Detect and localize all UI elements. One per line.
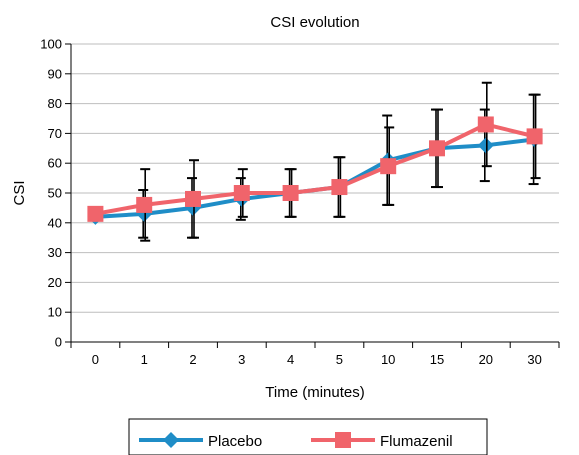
legend: Placebo Flumazenil [128,418,488,455]
y-tick-label: 70 [48,126,62,141]
legend-label-placebo: Placebo [208,433,262,450]
legend-item-flumazenil: Flumazenil [311,432,453,450]
gridlines [71,43,559,343]
legend-marker-flumazenil [335,432,351,448]
y-tick-label: 60 [48,156,62,171]
error-bars-placebo [89,93,539,239]
legend-marker-placebo [163,432,179,448]
error-bars-flumazenil [91,81,541,242]
data-point [331,179,348,196]
y-tick-label: 80 [48,96,62,111]
data-point [233,185,250,201]
x-axis: 0 1 2 3 4 5 10 15 20 30 [70,341,560,367]
x-tick-label: 1 [141,352,148,367]
x-tick-label: 3 [238,352,245,367]
y-tick-label: 90 [48,66,62,81]
x-tick-label: 30 [527,352,541,367]
series-line-placebo [95,137,535,219]
data-point [185,190,201,207]
data-point [477,116,494,133]
x-tick-label: 10 [381,352,395,367]
y-tick-label: 20 [48,275,62,290]
y-tick-label: 30 [48,245,62,260]
x-tick-label: 15 [430,352,444,367]
y-tick-label: 40 [48,215,62,230]
chart-title: CSI evolution [270,14,359,31]
y-tick-label: 10 [48,305,62,320]
data-point [282,185,299,201]
x-tick-label: 2 [189,352,196,367]
x-axis-title: Time (minutes) [265,384,364,401]
legend-item-placebo: Placebo [139,432,262,450]
x-tick-label: 4 [287,352,294,367]
x-tick-label: 0 [92,352,99,367]
legend-box [128,418,488,455]
data-point [526,128,543,145]
data-point [429,140,445,157]
y-axis-title: CSI [11,180,28,205]
data-point [380,158,397,175]
y-tick-label: 50 [48,186,62,201]
data-point [87,205,104,222]
legend-label-flumazenil: Flumazenil [380,433,453,450]
series-layer [87,81,543,242]
data-point [136,196,153,213]
y-axis-ticks: 0 10 20 30 40 50 60 70 80 90 100 [40,37,72,350]
data-point [477,137,494,154]
series-flumazenil [87,81,543,242]
x-tick-label: 5 [336,352,343,367]
y-tick-label: 0 [55,335,62,350]
y-tick-label: 100 [40,37,62,52]
series-line-flumazenil [95,122,536,216]
series-placebo [87,93,543,239]
x-tick-label: 20 [479,352,493,367]
